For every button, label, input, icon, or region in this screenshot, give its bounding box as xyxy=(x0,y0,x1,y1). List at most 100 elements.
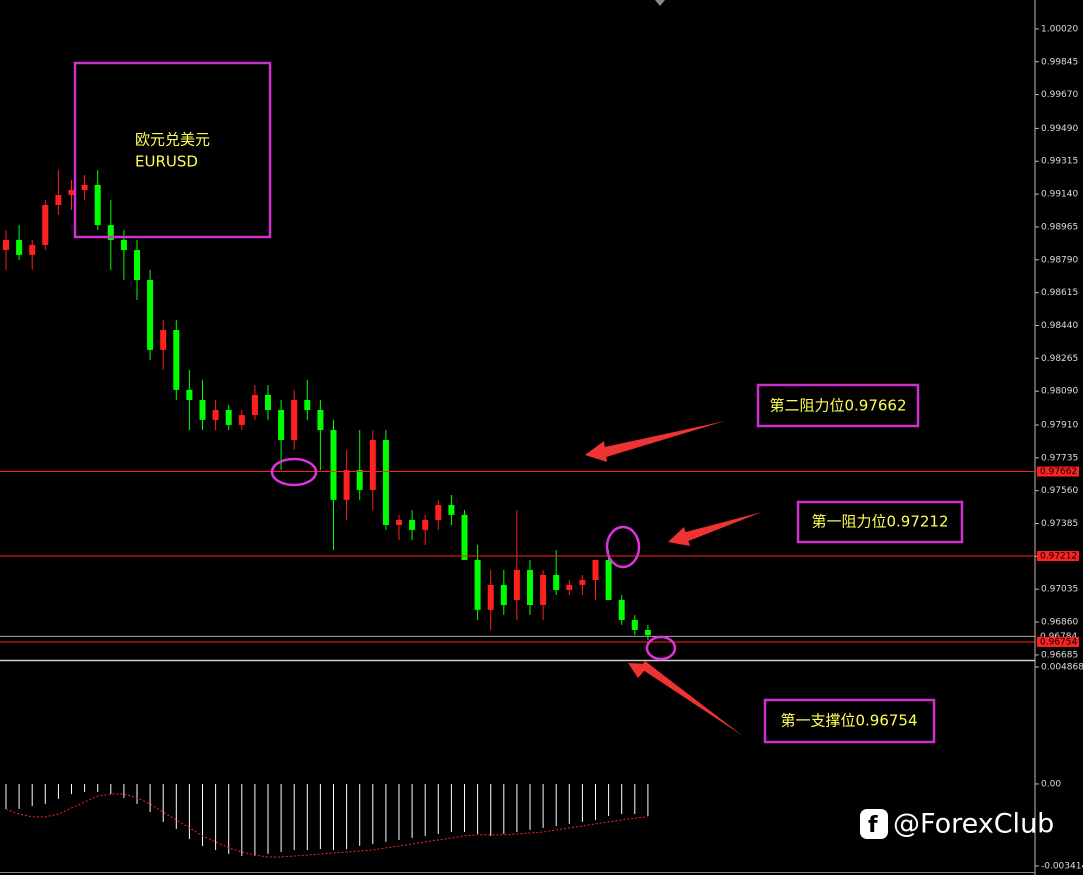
arrow-head xyxy=(585,441,607,462)
candle-body xyxy=(278,409,285,440)
level-label: 0.97212 xyxy=(1040,552,1077,562)
candle-body xyxy=(147,280,154,350)
y-tick-label: 0.97560 xyxy=(1041,486,1078,496)
shift-marker xyxy=(655,0,665,6)
candle-body xyxy=(16,239,23,255)
candle-body xyxy=(474,559,481,610)
y-tick-label: 0.004868 xyxy=(1041,662,1083,672)
candle-body xyxy=(317,409,324,431)
candle-body xyxy=(68,189,75,196)
candle-body xyxy=(500,584,507,605)
candle-body xyxy=(487,584,494,610)
level-label-bg xyxy=(1037,636,1079,647)
y-tick-label: 0.99140 xyxy=(1041,190,1078,200)
annotation-box xyxy=(763,698,936,744)
candle-body xyxy=(186,389,193,401)
y-tick-label: 0.96860 xyxy=(1041,618,1078,628)
candle-body xyxy=(225,409,232,425)
candle-body xyxy=(618,599,625,621)
y-tick-label: 0.98965 xyxy=(1041,222,1078,232)
candle-body xyxy=(369,440,376,490)
candle-body xyxy=(107,225,114,240)
level-label-bg xyxy=(1037,551,1079,562)
candle-body xyxy=(631,620,638,630)
highlight-ellipse xyxy=(605,525,641,569)
annotation-box xyxy=(756,383,920,428)
level-label: 0.97662 xyxy=(1040,467,1077,477)
y-tick-label: 0.99670 xyxy=(1041,90,1078,100)
y-tick-label: 0.98265 xyxy=(1041,354,1078,364)
arrow-shaft xyxy=(682,512,762,542)
y-tick-label: 0.98440 xyxy=(1041,321,1078,331)
candle-body xyxy=(199,400,206,420)
y-tick-label: 0.00 xyxy=(1041,779,1061,789)
candle-body xyxy=(356,470,363,490)
candle-body xyxy=(448,504,455,515)
candle-body xyxy=(435,504,442,520)
candle-body xyxy=(212,409,219,420)
y-tick-label: 0.97035 xyxy=(1041,585,1078,595)
highlight-ellipse xyxy=(270,457,318,487)
candle-body xyxy=(173,330,180,390)
candle-body xyxy=(605,559,612,600)
candle-body xyxy=(409,519,416,530)
arrow-shaft xyxy=(640,661,743,736)
marks: 1.00020 0.99845 0.99670 0.99490 0.99315 0.991… xyxy=(0,24,1083,871)
y-tick-label: 0.97385 xyxy=(1041,519,1078,529)
candle-body xyxy=(540,574,547,605)
y-tick-label: 0.97735 xyxy=(1041,453,1078,463)
candle-body xyxy=(644,629,651,636)
level-label: 0.96754 xyxy=(1040,637,1077,647)
y-tick-label: 0.96685 xyxy=(1041,650,1078,660)
candle-body xyxy=(265,394,271,410)
candle-body xyxy=(291,400,298,440)
candle-body xyxy=(81,184,88,190)
candle-body xyxy=(461,514,468,560)
symbol-box xyxy=(73,61,272,239)
arrow-head xyxy=(628,663,650,678)
candle-body xyxy=(238,415,245,425)
candle-body xyxy=(134,250,140,281)
highlight-ellipse xyxy=(645,635,677,661)
candle-body xyxy=(251,394,258,416)
logo xyxy=(860,809,888,839)
candle-body xyxy=(592,559,599,581)
annotation: 第一阻力位0.97212 xyxy=(811,513,948,531)
candle-body xyxy=(513,569,520,600)
arrows xyxy=(585,421,762,736)
candle-body xyxy=(330,430,337,500)
candle-body xyxy=(94,184,101,226)
level-label: 0.96784 xyxy=(1040,632,1077,642)
candle-body xyxy=(42,204,49,245)
candle-body xyxy=(566,584,573,590)
annotation: 第一支撑位0.96754 xyxy=(780,712,917,730)
y-tick-label: 0.98615 xyxy=(1041,288,1078,298)
annotation: 第二阻力位0.97662 xyxy=(769,397,906,415)
logo-glyph: f xyxy=(868,813,878,838)
candle-body xyxy=(553,574,560,590)
annotation-box xyxy=(796,500,964,544)
candle-body xyxy=(396,519,402,526)
level-label-bg xyxy=(1037,466,1079,477)
candle-body xyxy=(579,580,586,585)
candle-body xyxy=(55,195,62,205)
y-tick-label: 0.99315 xyxy=(1041,157,1078,167)
y-tick-label: 0.99490 xyxy=(1041,124,1078,134)
y-tick-label: 0.98090 xyxy=(1041,387,1078,397)
candle-body xyxy=(382,440,389,526)
watermark: @ForexClub xyxy=(893,809,1054,840)
candle-body xyxy=(160,330,167,350)
candle-body xyxy=(343,470,350,500)
arrow-head xyxy=(668,527,690,546)
y-tick-label: 1.00020 xyxy=(1041,24,1078,34)
candle-body xyxy=(527,569,533,605)
candle-body xyxy=(422,519,429,530)
candle-body xyxy=(3,239,9,251)
y-tick-label: 0.97910 xyxy=(1041,420,1078,430)
symbol-en: EURUSD xyxy=(135,153,198,171)
arrow-shaft xyxy=(600,421,725,458)
y-tick-label: 0.99845 xyxy=(1041,57,1078,67)
y-tick-label: -0.003414 xyxy=(1041,861,1083,871)
